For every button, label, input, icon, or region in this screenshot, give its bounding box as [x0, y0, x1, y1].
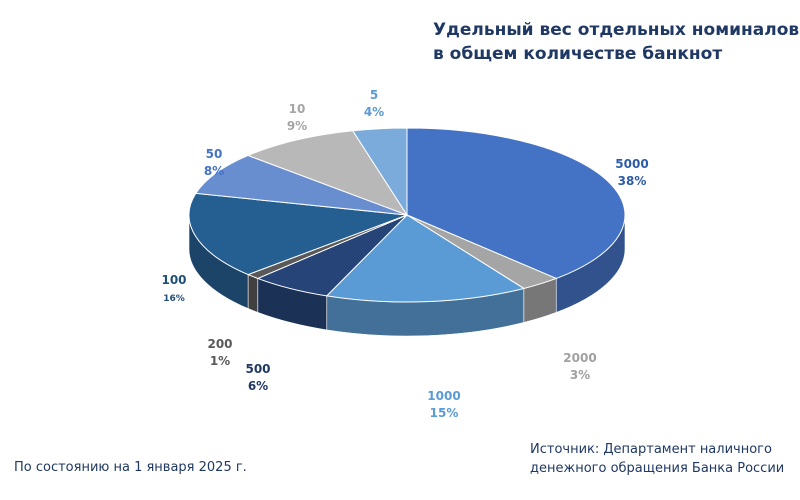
slice-label-100: 100 [161, 273, 186, 287]
date-note: По состоянию на 1 января 2025 г. [14, 460, 247, 475]
chart-title-line-1: Удельный вес отдельных номиналов [433, 20, 800, 40]
slice-value-2000: 3% [570, 368, 590, 382]
slice-label-5: 5 [370, 88, 378, 102]
pie-slice-100 [188, 192, 408, 276]
source-note: Источник: Департамент наличного денежног… [530, 440, 784, 478]
slice-value-500: 6% [248, 379, 268, 393]
pie-slice-1000 [325, 214, 526, 303]
slice-value-5: 4% [364, 105, 384, 119]
slice-label-5000: 5000 [615, 157, 648, 171]
slice-value-5000: 38% [618, 174, 647, 188]
slice-label-10: 10 [289, 102, 306, 116]
slice-value-100: 16% [163, 294, 185, 304]
pie-sides [188, 214, 626, 337]
source-line-1: Источник: Департамент наличного [530, 442, 772, 457]
slice-label-200: 200 [207, 337, 232, 351]
chart-title-line-2: в общем количестве банкнот [433, 44, 723, 64]
slice-label-2000: 2000 [563, 351, 596, 365]
slice-value-1000: 15% [430, 406, 459, 420]
pie-slice-10 [246, 130, 409, 216]
slice-label-50: 50 [206, 147, 223, 161]
pie-slice-5 [351, 127, 408, 217]
slice-value-200: 1% [210, 354, 230, 368]
pie-side-200 [247, 274, 259, 313]
pie-slice-50 [194, 154, 408, 216]
pie-slice-5000 [406, 127, 626, 279]
slice-value-10: 9% [287, 119, 307, 133]
pie-labels: 5000 38% 2000 3% 1000 15% 500 6% 200 1% 100 16% 50 8%… [161, 88, 648, 420]
pie-tops [188, 127, 626, 303]
source-line-2: денежного обращения Банка России [530, 461, 785, 476]
slice-label-1000: 1000 [427, 389, 460, 403]
chart-title: Удельный вес отдельных номиналов в общем… [433, 18, 800, 66]
slice-value-50: 8% [204, 164, 224, 178]
slice-label-500: 500 [245, 362, 270, 376]
